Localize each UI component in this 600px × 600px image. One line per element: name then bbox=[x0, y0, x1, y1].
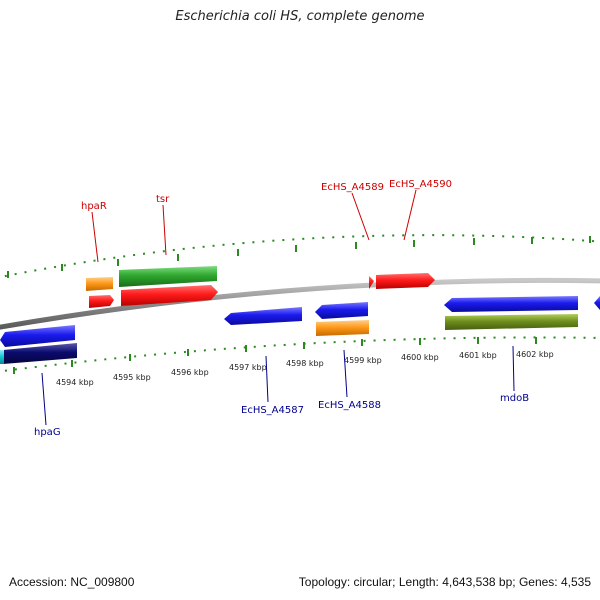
leader-EcHS_A4588 bbox=[343, 349, 348, 398]
genome-title: Escherichia coli HS, complete genome bbox=[175, 9, 425, 24]
forward-features bbox=[86, 266, 435, 308]
gene-hpaR-red[interactable] bbox=[89, 295, 114, 308]
upper-dotted-arc bbox=[0, 234, 600, 279]
scale-label-4597: 4597 kbp bbox=[229, 363, 267, 372]
lower-tick-arc: 4594 kbp 4595 kbp 4596 kbp 4597 kbp 4598… bbox=[0, 336, 600, 387]
gene-label-EcHS_A4588[interactable]: EcHS_A4588 bbox=[318, 400, 381, 411]
gene-hpaG-cyan[interactable] bbox=[0, 350, 4, 364]
leader-EcHS_A4590 bbox=[403, 189, 417, 241]
leader-hpaG bbox=[41, 372, 47, 426]
gene-label-EcHS_A4590[interactable]: EcHS_A4590 bbox=[389, 179, 452, 190]
gene-mdoB-blue[interactable] bbox=[444, 296, 578, 312]
upper-major-ticks bbox=[7, 236, 591, 278]
upper-tick-arc bbox=[0, 234, 600, 279]
gene-label-mdoB[interactable]: mdoB bbox=[500, 393, 529, 404]
leader-EcHS_A4589 bbox=[351, 192, 370, 241]
reverse-features bbox=[0, 296, 600, 364]
gene-EcHS_A4589-red[interactable] bbox=[369, 276, 374, 289]
gene-hpaG-blue[interactable] bbox=[0, 325, 75, 347]
scale-label-4601: 4601 kbp bbox=[459, 351, 497, 360]
gene-label-EcHS_A4587[interactable]: EcHS_A4587 bbox=[241, 405, 304, 416]
scale-label-4594: 4594 kbp bbox=[56, 378, 94, 387]
bottom-gene-label-text: hpaG EcHS_A4587 EcHS_A4588 mdoB bbox=[34, 393, 529, 438]
accession-text: Accession: NC_009800 bbox=[9, 575, 135, 589]
gene-label-EcHS_A4589[interactable]: EcHS_A4589 bbox=[321, 182, 384, 193]
gene-EcHS_A4590-red[interactable] bbox=[376, 273, 435, 289]
gene-hpaG-navy[interactable] bbox=[3, 343, 77, 364]
gene-label-tsr[interactable]: tsr bbox=[156, 194, 170, 205]
leader-tsr bbox=[162, 204, 167, 256]
lower-major-ticks bbox=[13, 337, 537, 374]
scale-label-4596: 4596 kbp bbox=[171, 368, 209, 377]
leader-EcHS_A4587 bbox=[265, 355, 269, 403]
scale-label-4598: 4598 kbp bbox=[286, 359, 324, 368]
gene-tsr-red[interactable] bbox=[121, 285, 218, 306]
gene-EcHS_A4588-blue[interactable] bbox=[315, 302, 368, 319]
topology-text: Topology: circular; Length: 4,643,538 bp… bbox=[298, 575, 591, 589]
gene-EcHS_A4587-blue[interactable] bbox=[224, 307, 302, 325]
gene-label-hpaG[interactable]: hpaG bbox=[34, 427, 61, 438]
top-gene-labels bbox=[91, 189, 417, 263]
gene-label-hpaR[interactable]: hpaR bbox=[81, 201, 107, 212]
leader-mdoB bbox=[512, 345, 515, 392]
gene-hpaR-orange[interactable] bbox=[86, 277, 113, 291]
scale-label-4599: 4599 kbp bbox=[344, 356, 382, 365]
gene-EcHS_A4588-orange[interactable] bbox=[316, 320, 369, 336]
genome-backbone bbox=[0, 277, 600, 330]
gene-tsr-green[interactable] bbox=[119, 266, 217, 287]
gene-right-edge-blue[interactable] bbox=[594, 296, 600, 310]
scale-label-4602: 4602 kbp bbox=[516, 350, 554, 359]
top-gene-label-text: hpaR tsr EcHS_A4589 EcHS_A4590 bbox=[81, 179, 452, 212]
scale-labels: 4594 kbp 4595 kbp 4596 kbp 4597 kbp 4598… bbox=[56, 350, 554, 387]
bottom-gene-labels bbox=[41, 345, 515, 426]
gene-mdoB-olive[interactable] bbox=[445, 314, 578, 330]
leader-hpaR bbox=[91, 211, 99, 263]
scale-label-4595: 4595 kbp bbox=[113, 373, 151, 382]
scale-label-4600: 4600 kbp bbox=[401, 353, 439, 362]
